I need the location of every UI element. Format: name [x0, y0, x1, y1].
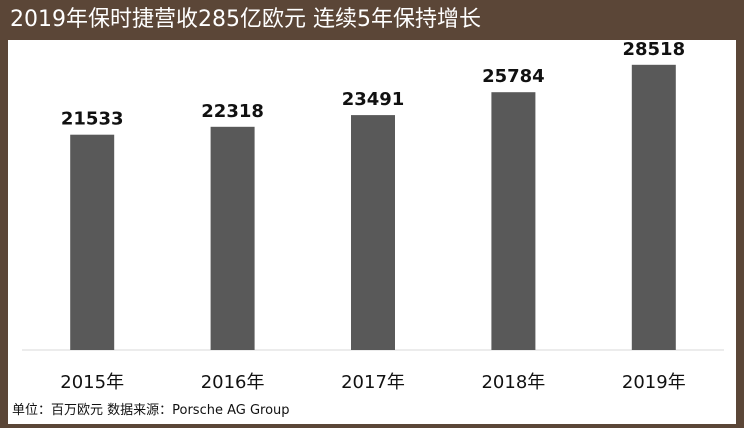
bar-value-label-1: 22318 — [201, 101, 264, 122]
source-note: 单位：百万欧元 数据来源：Porsche AG Group — [12, 403, 290, 418]
bar-value-label-2: 23491 — [342, 89, 405, 110]
bar-value-label-0: 21533 — [61, 109, 124, 130]
x-tick-label-4: 2019年 — [622, 372, 686, 393]
bar-0 — [70, 134, 115, 350]
title-bar: 2019年保时捷营收285亿欧元 连续5年保持增长 — [0, 0, 744, 40]
bar-3 — [491, 92, 536, 350]
bar-4 — [631, 64, 676, 351]
x-tick-label-3: 2018年 — [481, 372, 545, 393]
bar-1 — [210, 126, 255, 350]
x-tick-label-0: 2015年 — [60, 372, 124, 393]
x-tick-label-1: 2016年 — [201, 372, 265, 393]
bar-2 — [351, 115, 395, 350]
frame-left-border — [0, 40, 8, 428]
frame-right-border — [736, 40, 744, 428]
bar-value-label-4: 28518 — [622, 39, 685, 60]
bar-value-label-3: 25784 — [482, 66, 545, 87]
frame-bottom-border — [0, 424, 744, 428]
chart-title: 2019年保时捷营收285亿欧元 连续5年保持增长 — [10, 7, 481, 32]
x-tick-label-2: 2017年 — [341, 372, 405, 393]
